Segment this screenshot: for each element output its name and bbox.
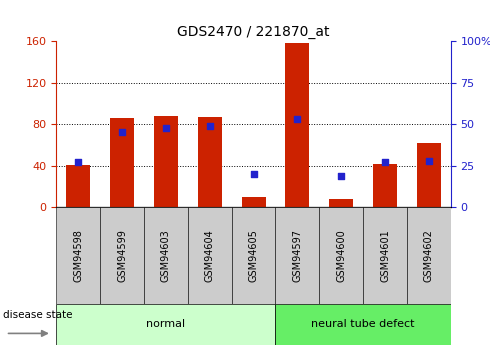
- Bar: [232, 207, 275, 304]
- Point: [206, 123, 214, 129]
- Bar: [329, 199, 353, 207]
- Text: GSM94602: GSM94602: [424, 229, 434, 282]
- Bar: [56, 304, 275, 345]
- Bar: [197, 117, 222, 207]
- Bar: [188, 207, 232, 304]
- Bar: [242, 197, 266, 207]
- Bar: [144, 207, 188, 304]
- Point: [381, 159, 389, 165]
- Text: disease state: disease state: [3, 310, 73, 320]
- Bar: [275, 304, 451, 345]
- Text: GSM94604: GSM94604: [205, 229, 215, 282]
- Bar: [285, 43, 310, 207]
- Text: GSM94603: GSM94603: [161, 229, 171, 282]
- Bar: [407, 207, 451, 304]
- Text: GSM94597: GSM94597: [293, 229, 302, 282]
- Bar: [319, 207, 363, 304]
- Bar: [66, 165, 90, 207]
- Point: [337, 173, 345, 178]
- Text: GSM94600: GSM94600: [336, 229, 346, 282]
- Bar: [417, 143, 441, 207]
- Point: [74, 159, 82, 165]
- Point: [250, 171, 258, 177]
- Point: [425, 158, 433, 164]
- Text: GSM94605: GSM94605: [248, 229, 259, 282]
- Text: neural tube defect: neural tube defect: [311, 319, 415, 329]
- Bar: [56, 207, 100, 304]
- Bar: [100, 207, 144, 304]
- Text: normal: normal: [147, 319, 186, 329]
- Bar: [275, 207, 319, 304]
- Point: [118, 130, 126, 135]
- Bar: [373, 164, 397, 207]
- Point: [162, 125, 170, 130]
- Text: GSM94599: GSM94599: [117, 229, 127, 282]
- Title: GDS2470 / 221870_at: GDS2470 / 221870_at: [177, 25, 330, 39]
- Text: GSM94601: GSM94601: [380, 229, 390, 282]
- Bar: [154, 116, 178, 207]
- Point: [294, 117, 301, 122]
- Text: GSM94598: GSM94598: [74, 229, 83, 282]
- Bar: [110, 118, 134, 207]
- Bar: [363, 207, 407, 304]
